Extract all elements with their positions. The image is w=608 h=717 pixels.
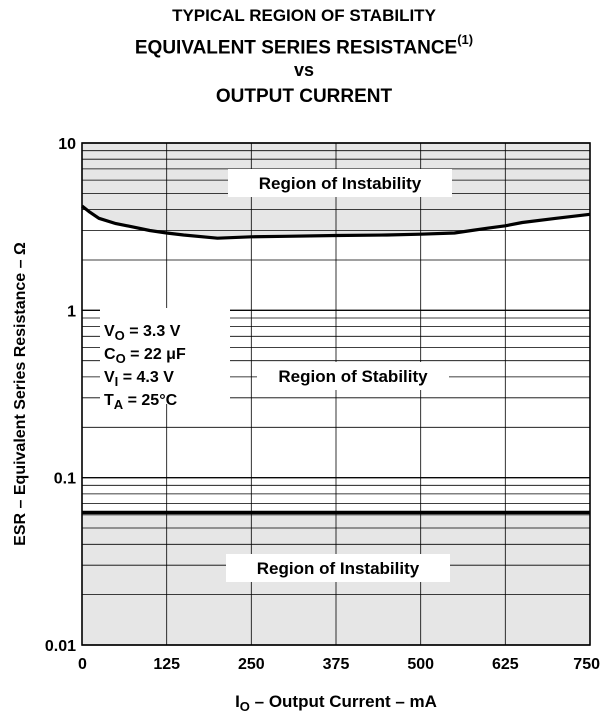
region-label-upper: Region of Instability <box>259 174 422 193</box>
x-tick-label: 500 <box>407 656 434 673</box>
region-label-stability: Region of Stability <box>278 367 428 386</box>
region-label-lower: Region of Instability <box>257 559 420 578</box>
x-tick-label: 750 <box>573 656 600 673</box>
conditions-box <box>100 308 230 404</box>
chart-title-line3: vs <box>293 60 315 80</box>
chart-title-line2-text: EQUIVALENT SERIES RESISTANCE <box>134 37 458 59</box>
condition-line: VO = 3.3 V <box>104 323 181 343</box>
region-labels: Region of Instability Region of Stability… <box>100 169 452 582</box>
region-label-stability-bg <box>257 362 449 390</box>
condition-line: CO = 22 μF <box>104 346 186 366</box>
region-label-lower-bg <box>226 554 450 582</box>
x-tick-label: 375 <box>323 656 350 673</box>
y-tick-label: 10 <box>58 136 76 153</box>
y-tick-label: 1 <box>67 303 76 320</box>
boundary-curves <box>81 204 591 515</box>
x-tick-label: 125 <box>153 656 180 673</box>
y-tick-label: 0.1 <box>54 471 76 488</box>
condition-line: TA = 25°C <box>104 392 178 412</box>
chart-title-line1: TYPICAL REGION OF STABILITY <box>172 6 436 25</box>
chart-title-line2: EQUIVALENT SERIES RESISTANCE(1) <box>0 32 608 59</box>
condition-line: VI = 4.3 V <box>104 369 174 389</box>
y-axis-title: ESR – Equivalent Series Resistance – Ω <box>12 242 29 546</box>
x-axis-title: IO – Output Current – mA <box>235 692 437 714</box>
tick-labels: 0.01 0.1 1 10 0 125 250 375 500 625 750 <box>45 136 600 673</box>
region-label-upper-bg <box>228 169 452 197</box>
y-tick-label: 0.01 <box>45 638 76 655</box>
chart-title-footnote: (1) <box>457 32 474 47</box>
chart-title-line4: OUTPUT CURRENT <box>215 86 393 107</box>
x-tick-label: 0 <box>78 656 87 673</box>
x-tick-label: 625 <box>492 656 519 673</box>
x-tick-label: 250 <box>238 656 265 673</box>
axis-titles: IO – Output Current – mA ESR – Equivalent… <box>12 242 437 714</box>
plot-frame <box>81 142 591 646</box>
upper-boundary-curve <box>81 204 591 240</box>
